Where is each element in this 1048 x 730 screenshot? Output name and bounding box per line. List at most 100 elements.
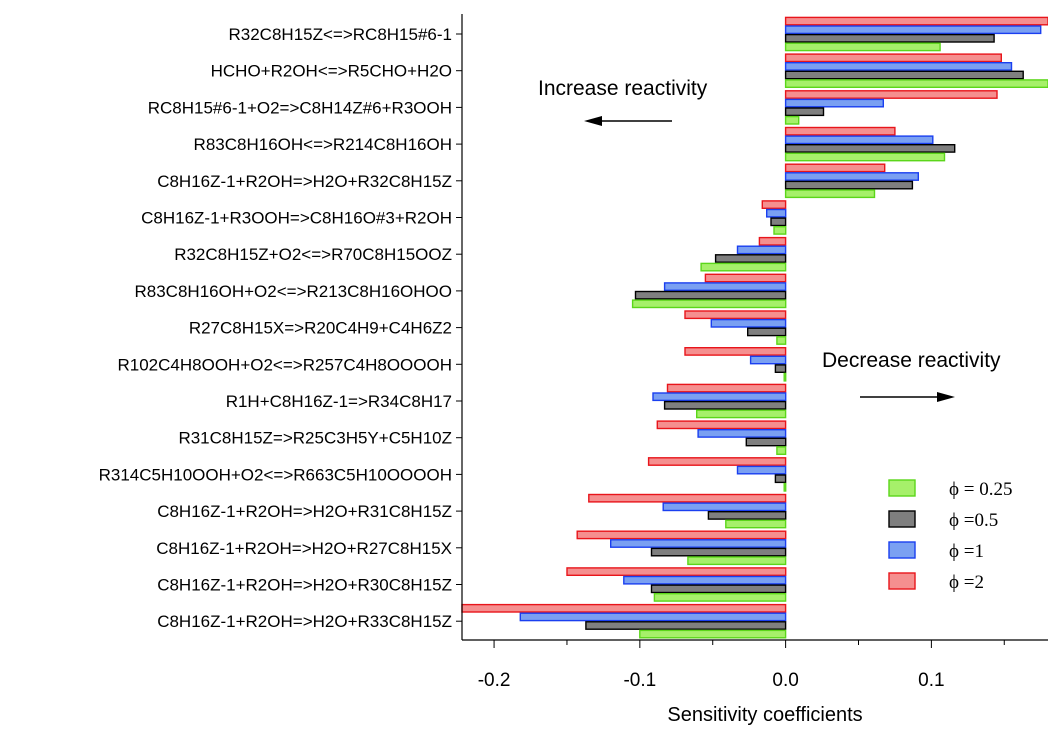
bar: [774, 474, 787, 484]
bar: [784, 98, 884, 108]
annotation-decrease: Decrease reactivity: [822, 349, 1001, 402]
bar: [749, 355, 787, 365]
bar: [623, 575, 787, 585]
bar: [774, 364, 787, 373]
category-label: C8H16Z-1+R2OH=>H2O+R32C8H15Z: [157, 172, 452, 191]
category-label: C8H16Z-1+R2OH=>H2O+R33C8H15Z: [157, 612, 452, 631]
bar: [773, 225, 787, 235]
bar: [704, 273, 787, 283]
bar: [783, 482, 787, 492]
bar: [684, 347, 787, 356]
legend-swatch: [888, 510, 916, 528]
bar: [652, 392, 787, 402]
bar: [747, 327, 787, 337]
category-label: R83C8H16OH+O2<=>R213C8H16OHOO: [135, 282, 453, 301]
x-axis-title: Sensitivity coefficients: [667, 704, 862, 726]
bar: [647, 457, 787, 466]
bar: [666, 383, 787, 393]
right-arrow-head: [937, 392, 955, 402]
bar: [585, 621, 787, 630]
bar: [697, 429, 787, 438]
bar: [588, 493, 787, 503]
bar: [784, 143, 956, 153]
bar: [784, 16, 1048, 26]
left-arrow-head: [584, 116, 602, 126]
bar: [707, 511, 787, 520]
bar: [784, 62, 1013, 71]
bar: [687, 556, 787, 566]
category-label: C8H16Z-1+R2OH=>H2O+R30C8H15Z: [157, 576, 452, 595]
bar: [784, 172, 919, 181]
bar: [776, 446, 787, 455]
bar: [784, 135, 934, 145]
category-label: HCHO+R2OH<=>R5CHO+H2O: [211, 62, 452, 81]
bar: [784, 126, 896, 136]
bar: [784, 42, 941, 52]
bar: [784, 180, 914, 190]
bar: [736, 465, 787, 475]
legend-label: ϕ =1: [949, 541, 984, 562]
bar: [784, 107, 825, 117]
bar: [566, 567, 787, 577]
x-tick-label: -0.2: [478, 670, 511, 691]
axes-group: [456, 14, 1048, 641]
bar: [784, 152, 946, 162]
category-label: R83C8H16OH<=>R214C8H16OH: [194, 135, 452, 154]
annotation-increase: Increase reactivity: [538, 77, 708, 126]
legend-label: ϕ = 0.25: [949, 479, 1012, 500]
bar: [663, 400, 787, 410]
bar: [662, 502, 787, 512]
category-label: C8H16Z-1+R3OOH=>C8H16O#3+R2OH: [141, 209, 452, 228]
bar: [770, 217, 787, 227]
increase-reactivity-label: Increase reactivity: [538, 77, 708, 100]
category-label: C8H16Z-1+R2OH=>H2O+R31C8H15Z: [157, 502, 452, 521]
x-tick-label: -0.1: [623, 670, 656, 691]
bar: [784, 25, 1042, 35]
bar: [758, 236, 787, 246]
bar: [656, 420, 787, 430]
bar: [776, 336, 787, 345]
category-label: R32C8H15Z+O2<=>R70C8H15OOZ: [174, 245, 452, 264]
bar: [461, 603, 787, 613]
bar: [610, 539, 787, 548]
bar: [784, 90, 998, 99]
category-label: C8H16Z-1+R2OH=>H2O+R27C8H15X: [156, 539, 452, 558]
category-labels: R32C8H15Z<=>RC8H15#6-1 HCHO+R2OH<=>R5CHO+…: [99, 25, 452, 631]
bar: [634, 290, 787, 300]
bar: [736, 245, 787, 255]
bar: [783, 372, 787, 382]
legend-swatch: [888, 541, 916, 559]
bar: [631, 299, 787, 309]
legend-swatch: [888, 572, 916, 590]
bar: [714, 254, 787, 263]
bar: [519, 612, 787, 622]
x-tick-label: 0.0: [772, 670, 798, 691]
bar: [784, 163, 886, 173]
bar: [766, 208, 787, 218]
legend-label: ϕ =0.5: [949, 510, 998, 531]
bar: [700, 262, 787, 272]
bar: [761, 200, 787, 209]
bar: [784, 70, 1024, 80]
category-label: R314C5H10OOH+O2<=>R663C5H10OOOOH: [99, 465, 452, 484]
bar: [784, 189, 876, 199]
category-label: R27C8H15X=>R20C4H9+C4H6Z2: [189, 319, 452, 338]
x-ticks: -0.2 -0.1 0.0 0.1: [478, 640, 1005, 691]
bar: [725, 519, 787, 529]
decrease-reactivity-label: Decrease reactivity: [822, 349, 1001, 372]
bar: [784, 53, 1002, 63]
category-label: R32C8H15Z<=>RC8H15#6-1: [229, 25, 453, 44]
bar: [684, 310, 787, 320]
bar: [710, 318, 787, 328]
legend: ϕ = 0.25 ϕ =0.5 ϕ =1 ϕ =2: [888, 479, 1012, 593]
x-tick-label: 0.1: [918, 670, 944, 691]
bar: [650, 584, 787, 594]
bar: [639, 629, 787, 639]
category-label: RC8H15#6-1+O2=>C8H14Z#6+R3OOH: [148, 98, 452, 117]
bar: [696, 409, 787, 419]
bar: [784, 79, 1048, 89]
category-label: R1H+C8H16Z-1=>R34C8H17: [226, 392, 452, 411]
legend-label: ϕ =2: [949, 572, 984, 593]
bar: [745, 437, 787, 447]
